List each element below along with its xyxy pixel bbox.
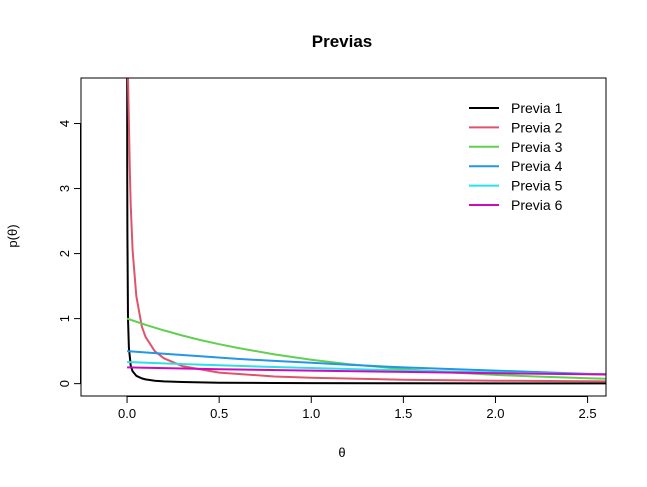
legend-label-2: Previa 2 (511, 119, 563, 135)
y-tick-label: 1 (57, 315, 72, 322)
legend-label-1: Previa 1 (511, 100, 563, 116)
series-line-4 (127, 350, 606, 376)
legend: Previa 1 Previa 2 Previa 3 Previa 4 Previa 5… (469, 100, 563, 213)
x-tick-label: 0.5 (210, 406, 228, 421)
legend-label-5: Previa 5 (511, 178, 563, 194)
x-tick-label: 1.5 (394, 406, 412, 421)
series-line-3 (126, 317, 606, 380)
legend-label-6: Previa 6 (511, 197, 563, 213)
x-axis-label: θ (338, 445, 345, 460)
x-tick-label: 1.0 (302, 406, 320, 421)
x-tick-label: 2.0 (486, 406, 504, 421)
series-line-6 (127, 366, 606, 376)
y-axis-label: p(θ) (5, 224, 20, 247)
x-tick-label: 0.0 (118, 406, 136, 421)
y-tick-label: 4 (57, 120, 72, 127)
legend-label-3: Previa 3 (511, 139, 563, 155)
plot-frame (80, 77, 607, 397)
x-tick-label: 2.5 (579, 406, 597, 421)
legend-label-4: Previa 4 (511, 158, 563, 174)
chart-title: Previas (312, 32, 373, 51)
y-tick-label: 3 (57, 185, 72, 192)
series-line-2 (127, 78, 606, 383)
y-tick-label: 0 (57, 380, 72, 387)
y-tick-label: 2 (57, 250, 72, 257)
series-layer (126, 78, 606, 385)
